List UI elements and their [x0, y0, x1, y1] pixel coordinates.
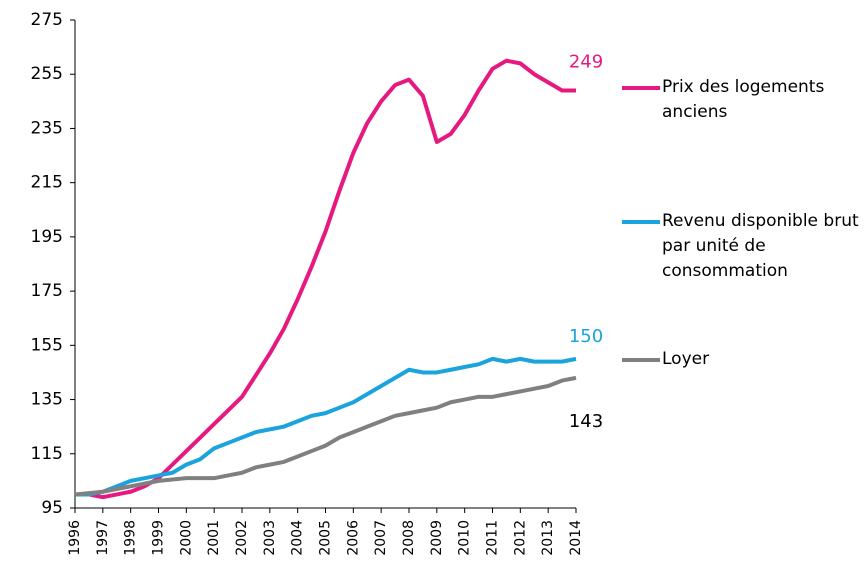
y-tick-label: 155	[31, 335, 63, 355]
x-tick-label: 2007	[373, 520, 389, 556]
x-tick-label: 2012	[512, 520, 528, 556]
legend-label: Revenu disponible brut par unité de cons…	[662, 211, 859, 281]
x-tick-label: 2013	[540, 520, 556, 556]
x-tick-label: 2009	[429, 520, 445, 556]
x-tick-label: 1998	[123, 520, 139, 556]
x-tick-label: 2006	[345, 520, 361, 556]
y-tick-label: 275	[31, 10, 63, 30]
y-tick-label: 255	[31, 64, 63, 84]
y-tick-label: 175	[31, 281, 63, 301]
y-tick-label: 215	[31, 173, 63, 193]
x-tick-label: 1997	[95, 520, 111, 556]
x-tick-label: 2005	[318, 520, 334, 556]
x-tick-label: 1996	[67, 520, 83, 556]
y-tick-label: 95	[41, 498, 63, 518]
x-tick-label: 2011	[485, 520, 501, 556]
x-tick-label: 2000	[178, 520, 194, 556]
x-tick-label: 2004	[290, 520, 306, 556]
series-line	[75, 356, 577, 497]
series-line	[74, 375, 577, 497]
x-tick-label: 2001	[206, 520, 222, 556]
y-tick-label: 115	[31, 444, 63, 464]
end-value-label: 150	[569, 326, 603, 347]
end-value-label: 143	[569, 411, 603, 432]
x-tick-label: 2008	[401, 520, 417, 556]
x-tick-label: 2003	[262, 520, 278, 556]
series-line	[75, 58, 576, 500]
x-tick-label: 1999	[151, 520, 167, 556]
x-tick-label: 2014	[568, 520, 584, 556]
x-tick-label: 2010	[457, 520, 473, 556]
legend-label: Loyer	[662, 349, 710, 369]
end-value-label: 249	[569, 51, 603, 72]
y-tick-label: 135	[31, 390, 63, 410]
x-tick-label: 2002	[234, 520, 250, 556]
y-tick-label: 235	[31, 118, 63, 138]
y-tick-label: 195	[31, 227, 63, 247]
legend-label: Prix des logements anciens	[662, 77, 825, 122]
